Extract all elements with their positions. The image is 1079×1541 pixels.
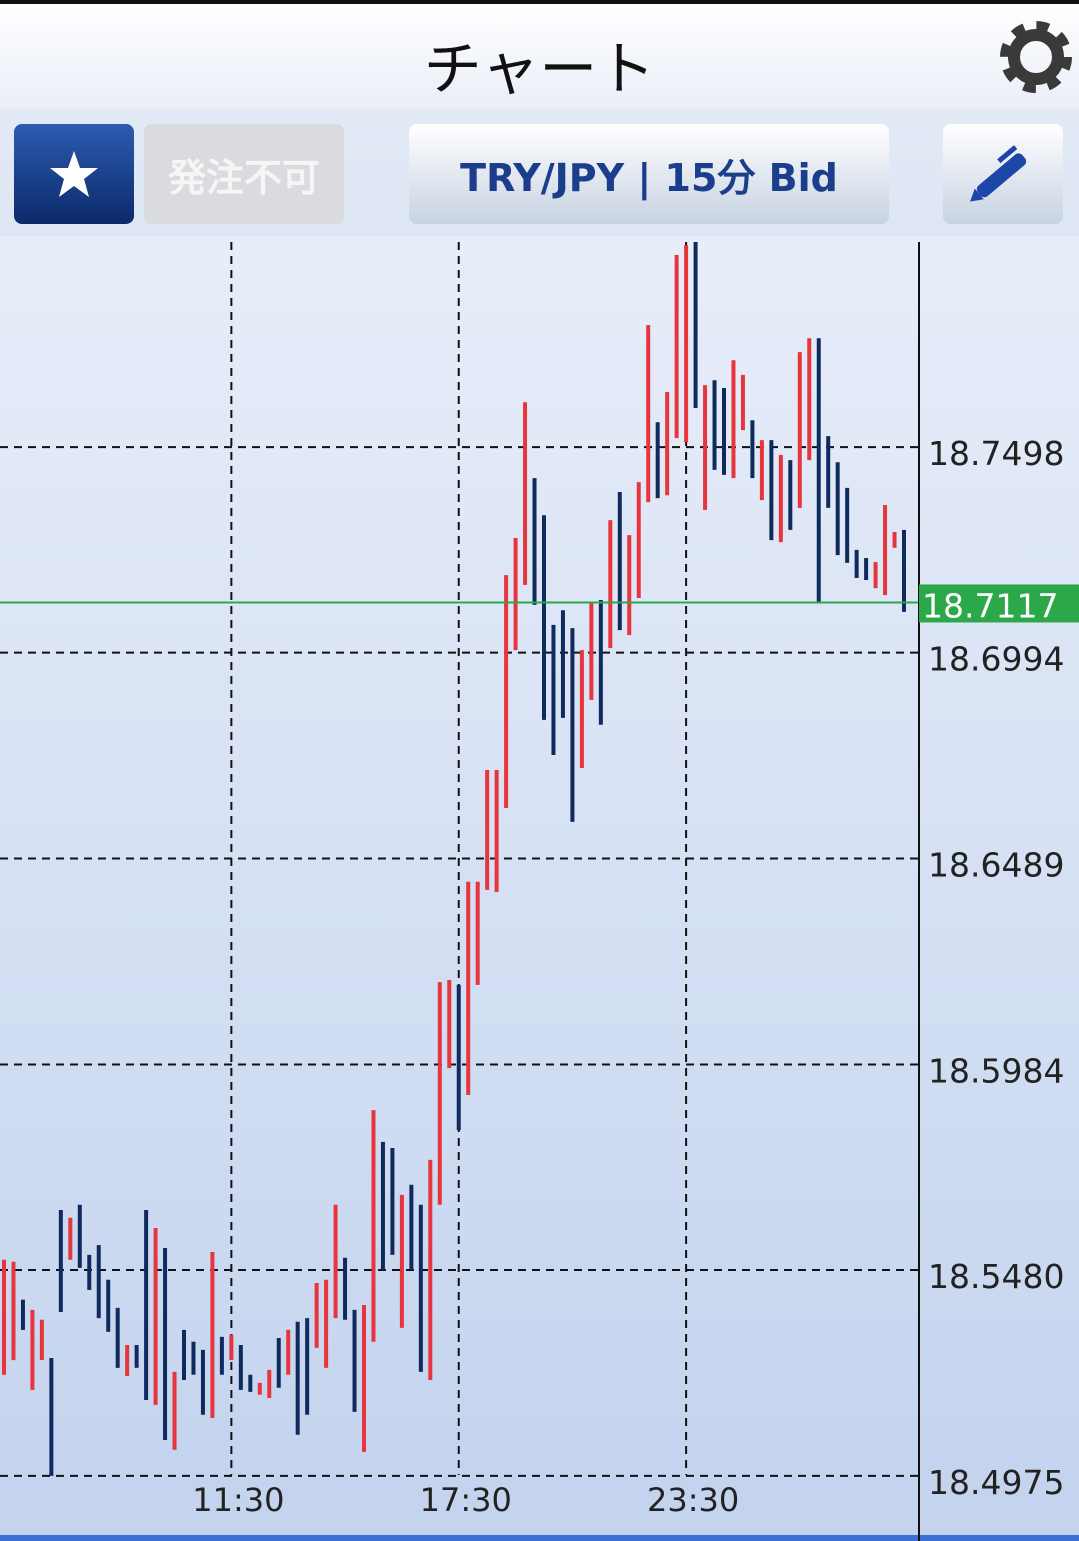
y-tick-label: 18.5984 — [928, 1051, 1064, 1090]
star-icon — [50, 151, 98, 197]
current-price-label: 18.7117 — [922, 586, 1058, 625]
settings-icon[interactable] — [996, 14, 1076, 104]
favorite-button[interactable] — [14, 124, 134, 224]
y-tick-label: 18.6994 — [928, 640, 1064, 679]
x-tick-label: 17:30 — [420, 1481, 512, 1519]
toolbar: 発注不可 TRY/JPY | 15分 Bid — [0, 108, 1079, 236]
top-bar: チャート — [0, 0, 1079, 108]
draw-button[interactable] — [943, 124, 1063, 224]
x-tick-label: 11:30 — [192, 1481, 284, 1519]
y-tick-label: 18.6489 — [928, 846, 1064, 885]
x-tick-label: 23:30 — [647, 1481, 739, 1519]
y-tick-label: 18.7498 — [928, 434, 1064, 473]
pen-icon — [970, 145, 1027, 202]
order-button[interactable]: 発注不可 — [144, 124, 344, 224]
instrument-button[interactable]: TRY/JPY | 15分 Bid — [409, 124, 889, 224]
bottom-bar — [0, 1535, 1079, 1541]
y-tick-label: 18.5480 — [928, 1257, 1064, 1296]
current-price-box — [919, 584, 1079, 623]
y-tick-label: 18.4975 — [928, 1463, 1064, 1502]
screen-title: チャート — [423, 35, 656, 103]
